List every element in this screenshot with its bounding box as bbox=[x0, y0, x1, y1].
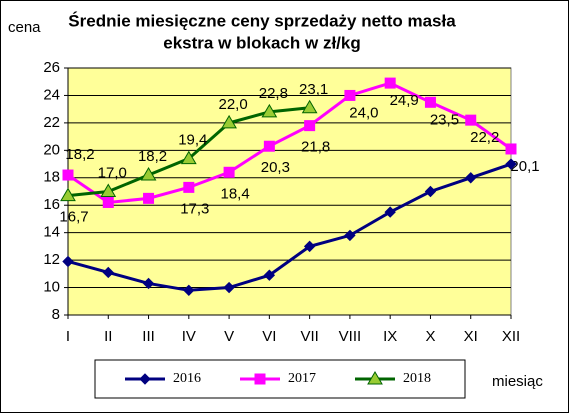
point-marker bbox=[424, 185, 437, 198]
point-marker bbox=[263, 140, 275, 152]
point-marker bbox=[304, 120, 316, 132]
point-marker bbox=[139, 373, 151, 385]
x-tick-label: VIII bbox=[339, 328, 362, 345]
point-marker bbox=[223, 166, 235, 178]
x-axis-label: miesiąc bbox=[492, 373, 543, 390]
x-tick-label: VII bbox=[300, 328, 318, 345]
point-marker bbox=[223, 281, 235, 294]
point-marker bbox=[261, 103, 278, 118]
x-tick-label: V bbox=[224, 328, 234, 345]
point-marker bbox=[62, 169, 74, 181]
point-marker bbox=[424, 96, 436, 108]
data-label: 18,2 bbox=[65, 146, 94, 163]
point-marker bbox=[367, 371, 383, 385]
point-marker bbox=[143, 192, 155, 204]
point-marker bbox=[344, 89, 356, 101]
y-tick-label: 8 bbox=[52, 306, 60, 323]
x-tick-label: XI bbox=[464, 328, 478, 345]
data-label: 17,3 bbox=[180, 200, 209, 217]
y-tick-label: 14 bbox=[43, 224, 60, 241]
y-tick-label: 20 bbox=[43, 141, 60, 158]
point-marker bbox=[100, 183, 117, 197]
point-marker bbox=[140, 167, 157, 181]
data-label: 22,8 bbox=[259, 85, 288, 102]
point-marker bbox=[505, 143, 517, 155]
data-label: 22,2 bbox=[470, 129, 499, 146]
y-axis-label: cena bbox=[8, 19, 41, 36]
x-tick-label: III bbox=[142, 328, 155, 345]
point-marker bbox=[465, 172, 477, 184]
data-label: 19,4 bbox=[178, 132, 207, 149]
point-marker bbox=[465, 114, 477, 126]
y-tick-label: 12 bbox=[43, 251, 60, 268]
y-tick-label: 18 bbox=[43, 169, 60, 186]
plot-area bbox=[67, 67, 512, 316]
y-tick-label: 22 bbox=[43, 114, 60, 131]
data-label: 20,1 bbox=[510, 158, 539, 175]
x-tick-label: I bbox=[66, 328, 70, 345]
x-tick-label: VI bbox=[262, 328, 276, 345]
legend-label: 2017 bbox=[288, 371, 316, 386]
point-marker bbox=[180, 150, 197, 165]
point-marker bbox=[183, 284, 195, 297]
data-label: 18,4 bbox=[220, 185, 249, 202]
chart-title-line-1: Średnie miesięczne ceny sprzedaży netto … bbox=[68, 11, 456, 30]
x-tick-label: II bbox=[104, 328, 112, 345]
data-label: 20,3 bbox=[261, 159, 290, 176]
point-marker bbox=[254, 373, 266, 385]
y-tick-label: 24 bbox=[43, 86, 60, 103]
point-marker bbox=[183, 181, 195, 193]
legend-label: 2016 bbox=[173, 371, 201, 386]
data-label: 21,8 bbox=[301, 139, 330, 156]
point-marker bbox=[221, 114, 237, 129]
point-marker bbox=[62, 255, 74, 268]
point-marker bbox=[102, 266, 114, 279]
point-marker bbox=[344, 229, 356, 242]
point-marker bbox=[263, 269, 276, 281]
data-label: 17,0 bbox=[98, 164, 127, 181]
series-line bbox=[67, 162, 512, 292]
point-marker bbox=[102, 196, 114, 208]
data-label: 16,7 bbox=[59, 209, 88, 226]
chart-title-line-2: ekstra w blokach w zł/kg bbox=[163, 33, 360, 52]
point-marker bbox=[60, 187, 76, 202]
point-marker bbox=[301, 99, 318, 114]
point-marker bbox=[384, 206, 396, 218]
series-line bbox=[67, 81, 512, 205]
point-marker bbox=[142, 277, 155, 290]
point-marker bbox=[505, 158, 517, 170]
x-tick-label: XII bbox=[502, 328, 520, 345]
y-tick-label: 26 bbox=[43, 59, 60, 76]
data-label: 23,1 bbox=[299, 81, 328, 98]
y-tick-label: 16 bbox=[43, 196, 60, 213]
data-label: 24,0 bbox=[349, 104, 378, 121]
x-tick-label: X bbox=[425, 328, 435, 345]
x-tick-label: IX bbox=[383, 328, 397, 345]
data-label: 24,9 bbox=[390, 92, 419, 109]
legend-label: 2018 bbox=[403, 371, 431, 386]
data-label: 23,5 bbox=[430, 111, 459, 128]
y-tick-label: 10 bbox=[43, 279, 60, 296]
point-marker bbox=[384, 77, 396, 89]
data-label: 22,0 bbox=[218, 96, 247, 113]
x-tick-label: IV bbox=[182, 328, 196, 345]
data-label: 18,2 bbox=[138, 148, 167, 165]
point-marker bbox=[303, 240, 316, 253]
